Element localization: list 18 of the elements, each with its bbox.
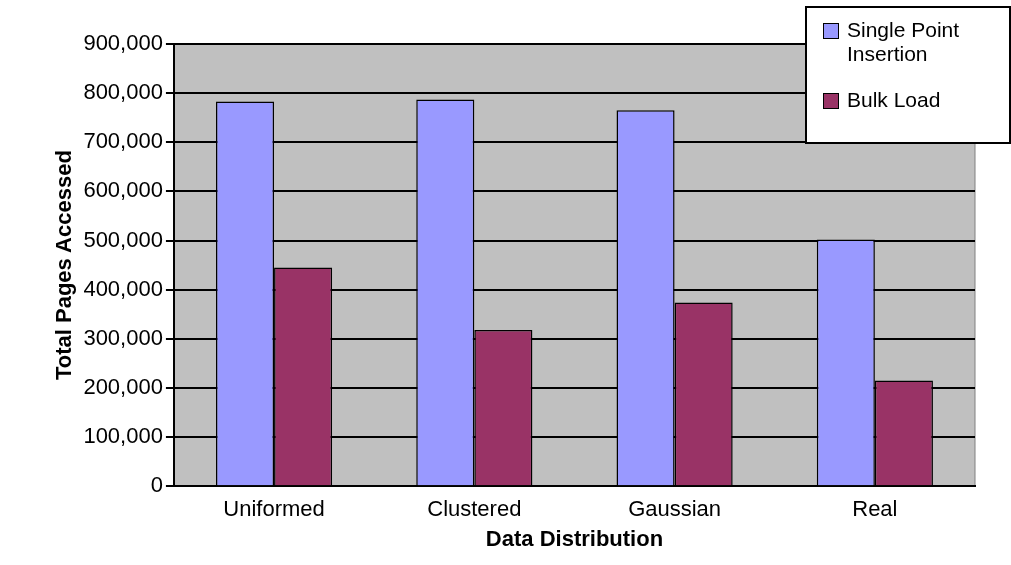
x-tick-label: Gaussian xyxy=(628,496,722,522)
x-tick-label: Uniformed xyxy=(223,496,325,522)
y-tick-label: 800,000 xyxy=(83,79,163,105)
y-tick-label: 500,000 xyxy=(83,226,163,252)
legend-label: Bulk Load xyxy=(847,88,941,112)
y-axis-title: Total Pages Accessed xyxy=(51,150,77,381)
x-axis-title: Data Distribution xyxy=(485,525,664,551)
y-tick-label: 100,000 xyxy=(83,423,163,449)
y-tick-label: 900,000 xyxy=(83,30,163,56)
legend-label: Single Point Insertion xyxy=(847,18,961,66)
y-tick-label: 300,000 xyxy=(83,324,163,350)
x-tick-label: Clustered xyxy=(427,496,522,522)
y-tick-label: 0 xyxy=(150,472,163,498)
x-tick-label: Real xyxy=(852,496,898,522)
y-tick-label: 700,000 xyxy=(83,128,163,154)
y-tick-label: 200,000 xyxy=(83,374,163,399)
y-tick-label: 400,000 xyxy=(83,275,163,301)
y-tick-label: 600,000 xyxy=(83,177,163,203)
